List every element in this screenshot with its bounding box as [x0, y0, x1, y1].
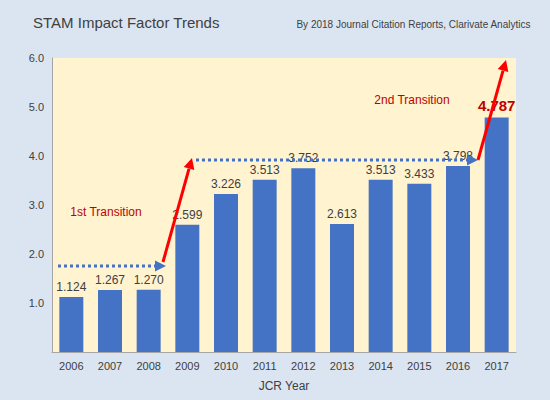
- svg-text:JCR Year: JCR Year: [259, 379, 310, 393]
- svg-text:2nd Transition: 2nd Transition: [374, 93, 449, 107]
- svg-text:2.613: 2.613: [327, 207, 357, 221]
- svg-text:2.599: 2.599: [172, 207, 203, 222]
- svg-text:2.0: 2.0: [29, 248, 44, 260]
- svg-text:2010: 2010: [214, 360, 238, 372]
- svg-text:2006: 2006: [59, 360, 83, 372]
- svg-text:1.0: 1.0: [29, 297, 44, 309]
- svg-text:2007: 2007: [98, 360, 122, 372]
- svg-text:2011: 2011: [253, 360, 277, 372]
- svg-text:5.0: 5.0: [29, 101, 44, 113]
- svg-text:3.752: 3.752: [288, 151, 318, 165]
- svg-text:2012: 2012: [291, 360, 315, 372]
- svg-text:3.226: 3.226: [211, 177, 241, 191]
- svg-text:3.798: 3.798: [443, 148, 473, 163]
- svg-text:1.267: 1.267: [95, 273, 125, 287]
- svg-text:2014: 2014: [368, 360, 392, 372]
- svg-text:4.0: 4.0: [29, 150, 44, 162]
- svg-text:2009: 2009: [175, 360, 199, 372]
- svg-text:2015: 2015: [407, 360, 431, 372]
- svg-text:2017: 2017: [484, 360, 508, 372]
- svg-text:6.0: 6.0: [29, 52, 44, 64]
- svg-text:1.124: 1.124: [56, 280, 86, 294]
- svg-text:3.513: 3.513: [366, 163, 396, 177]
- svg-text:1st Transition: 1st Transition: [70, 205, 141, 219]
- svg-text:2008: 2008: [136, 360, 160, 372]
- svg-text:3.513: 3.513: [250, 163, 280, 177]
- svg-text:2013: 2013: [330, 360, 354, 372]
- svg-text:STAM Impact Factor Trends: STAM Impact Factor Trends: [33, 14, 219, 31]
- svg-text:3.433: 3.433: [404, 167, 434, 181]
- svg-text:1.270: 1.270: [134, 273, 164, 287]
- svg-text:2016: 2016: [446, 360, 470, 372]
- svg-text:3.0: 3.0: [29, 199, 44, 211]
- svg-text:By 2018 Journal Citation Repor: By 2018 Journal Citation Reports, Clariv…: [296, 19, 530, 30]
- svg-text:4.787: 4.787: [478, 97, 516, 114]
